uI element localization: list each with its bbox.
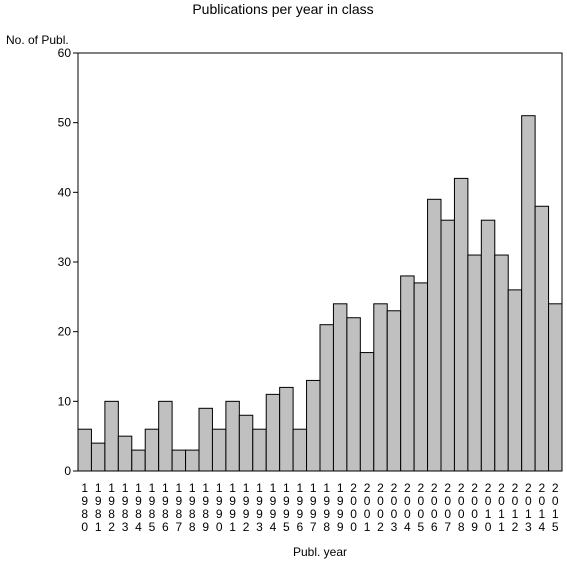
- bar-1989: [198, 407, 213, 472]
- bar-2009: [467, 254, 482, 472]
- bar-2015: [548, 303, 563, 472]
- bar-1995: [279, 386, 294, 472]
- bar-1994: [265, 393, 281, 472]
- y-tick-label: 20: [58, 325, 72, 339]
- bar-2013: [521, 115, 536, 472]
- bar-1997: [306, 379, 321, 472]
- bar-1981: [90, 442, 106, 472]
- bar-1984: [131, 449, 146, 472]
- bar-1983: [117, 435, 133, 472]
- bar-1993: [252, 428, 267, 472]
- bar-1982: [104, 400, 119, 472]
- bar-1980: [77, 428, 92, 472]
- bar-1988: [185, 449, 200, 472]
- y-tick-label: 40: [58, 185, 72, 199]
- bar-2000: [346, 317, 361, 472]
- bar-2007: [440, 219, 455, 472]
- bar-1998: [319, 324, 334, 472]
- chart-title: Publications per year in class: [192, 1, 373, 17]
- y-tick-label: 60: [58, 46, 72, 60]
- y-tick-label: 10: [58, 394, 72, 408]
- bar-2010: [480, 219, 496, 472]
- bar-2001: [359, 352, 375, 472]
- bar-2003: [386, 310, 402, 472]
- bar-2002: [373, 303, 388, 472]
- bar-2012: [507, 289, 523, 472]
- bar-1999: [332, 303, 348, 472]
- y-tick-label: 0: [64, 464, 71, 478]
- bar-2004: [400, 275, 415, 472]
- y-axis-ticks: 0 10 20 30 40 50 60: [58, 46, 78, 478]
- bar-2011: [494, 254, 509, 472]
- bar-1987: [171, 449, 187, 472]
- bar-1986: [158, 400, 173, 472]
- bar-1991: [225, 400, 240, 472]
- x-axis-tick-labels: 1 9 8 0 1 9 8 1 1 9 8 2 1 9 8 3 1 9 8 4 1 9 8 5 1 9 8 6 1 9 8 7 1 9 8 8 1 9 8 9…: [81, 481, 559, 534]
- bar-1985: [144, 428, 160, 472]
- bar-1990: [211, 428, 227, 472]
- y-tick-label: 30: [58, 255, 72, 269]
- bar-2005: [413, 282, 429, 472]
- bar-1996: [292, 428, 308, 472]
- bar-1992: [238, 414, 254, 472]
- bar-2014: [534, 205, 550, 472]
- y-tick-label: 50: [58, 116, 72, 130]
- bar-2008: [453, 177, 469, 472]
- bar-2006: [427, 198, 442, 472]
- y-axis-label: No. of Publ.: [6, 33, 69, 47]
- bars-group: [77, 115, 563, 472]
- x-axis-label: Publ. year: [293, 545, 347, 559]
